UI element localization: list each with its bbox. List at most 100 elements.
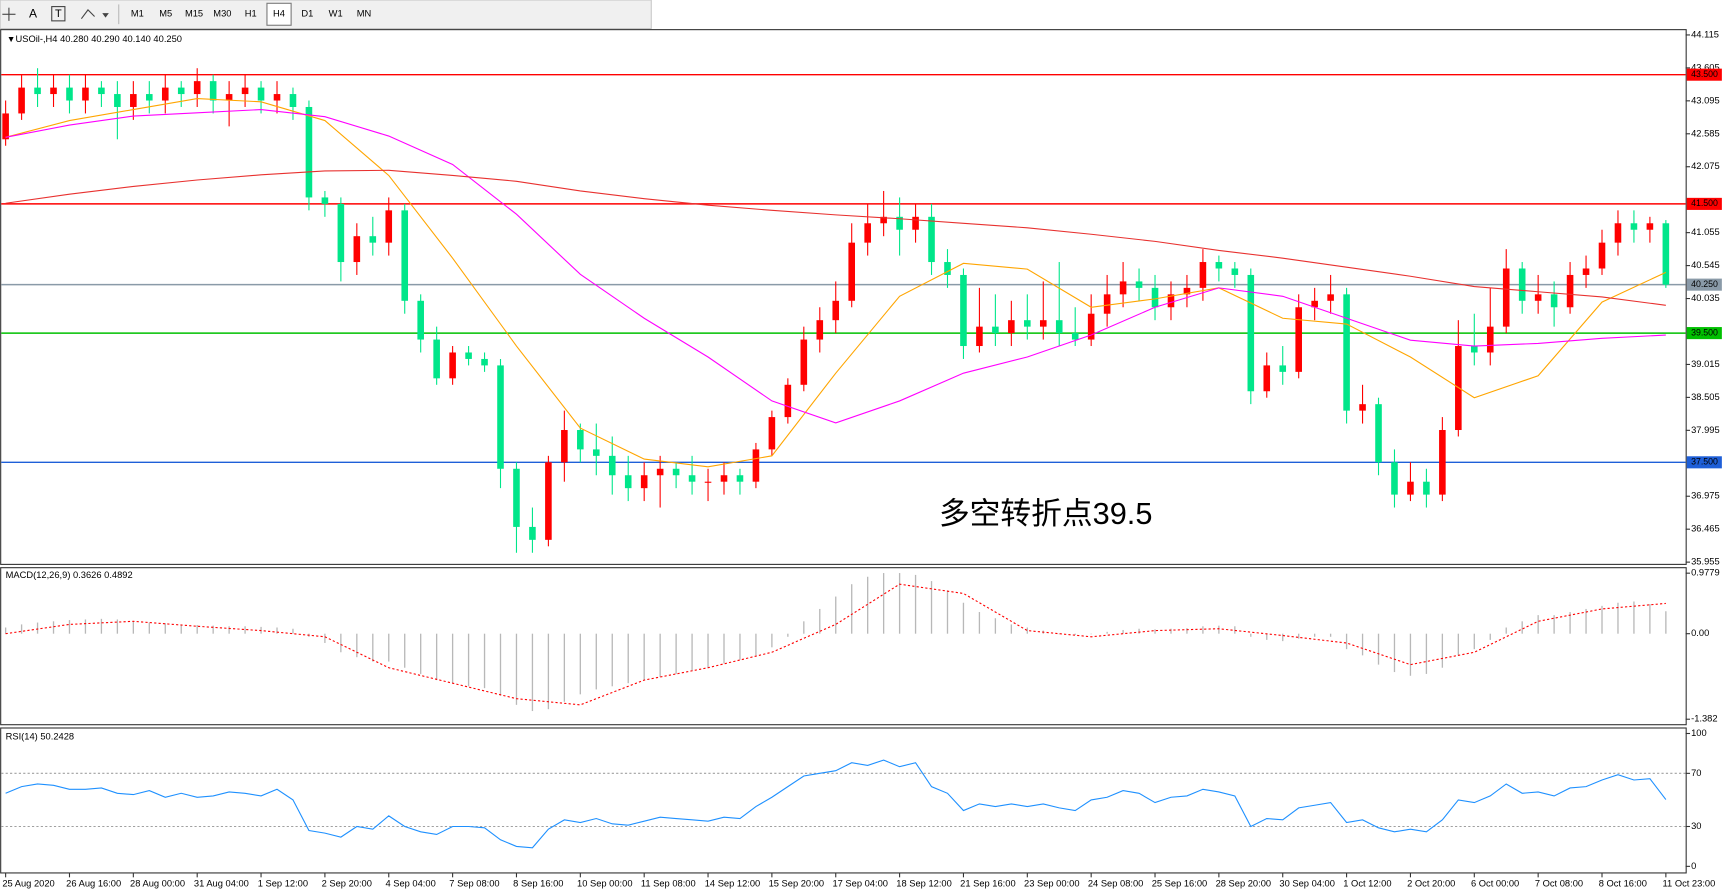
macd-bar	[1186, 628, 1188, 634]
x-tick-label: 2 Oct 20:00	[1407, 878, 1455, 888]
timeframe-button[interactable]: M1	[131, 9, 144, 19]
macd-bar	[611, 633, 613, 687]
macd-bar	[388, 633, 390, 662]
macd-bar	[1026, 627, 1028, 634]
y-tick-label: 38.505	[1691, 392, 1720, 402]
timeframe-button[interactable]: MN	[357, 9, 372, 19]
candle-body	[130, 94, 137, 107]
macd-bar	[164, 623, 166, 634]
crosshair-icon[interactable]	[2, 7, 16, 21]
macd-bar	[132, 621, 134, 634]
macd-bar	[803, 621, 805, 634]
candle-body	[1359, 404, 1366, 411]
candle-body	[177, 87, 185, 95]
candle-body	[545, 462, 552, 540]
candle-body	[401, 210, 409, 301]
macd-bar	[228, 626, 230, 634]
x-tick-label: 21 Sep 16:00	[960, 878, 1016, 888]
candle-body	[18, 87, 25, 114]
timeframe-button[interactable]: D1	[301, 9, 313, 19]
macd-bar	[292, 628, 294, 634]
candle-body	[928, 216, 935, 263]
macd-bar	[1106, 631, 1108, 634]
candle-body	[1167, 294, 1175, 308]
candle-body	[944, 262, 951, 275]
moving-average	[5, 169, 1666, 306]
macd-bar	[994, 618, 997, 634]
panel	[0, 29, 1687, 565]
timeframe-button[interactable]: W1	[329, 9, 343, 19]
candle-body	[305, 106, 313, 198]
macd-bar	[547, 633, 550, 710]
level-label-bg	[1686, 456, 1722, 469]
candle-body	[513, 468, 520, 527]
candle-body	[257, 87, 265, 101]
candle-body	[1486, 326, 1494, 353]
timeframe-button[interactable]: M15	[185, 9, 203, 19]
macd-bar	[1457, 633, 1459, 656]
candle-body	[1327, 294, 1334, 301]
macd-bar	[946, 590, 949, 634]
candle-body	[1439, 430, 1446, 495]
macd-bar	[196, 625, 198, 634]
candle-body	[481, 358, 488, 366]
x-tick-label: 25 Sep 16:00	[1152, 878, 1208, 888]
x-tick-label: 1 Oct 12:00	[1343, 878, 1391, 888]
candle-body	[1279, 365, 1287, 372]
tool-button[interactable]: T	[55, 8, 62, 20]
x-tick-label: 24 Sep 08:00	[1088, 878, 1144, 888]
text-tool-frame[interactable]	[51, 6, 66, 22]
level-label: 40.250	[1691, 279, 1718, 289]
candle-body	[577, 430, 584, 450]
shapes-icon[interactable]	[80, 9, 109, 19]
candle-body	[912, 216, 919, 230]
candle-body	[848, 242, 856, 301]
macd-bar	[340, 633, 342, 653]
macd-bar	[531, 633, 534, 712]
macd-bar	[1537, 615, 1539, 634]
macd-bar	[1250, 633, 1252, 637]
chart-title: USOil-,H4 40.280 40.290 40.140 40.250	[16, 34, 182, 44]
candle-body	[1151, 287, 1159, 308]
tool-button[interactable]: A	[29, 6, 38, 20]
x-tick-label: 6 Oct 00:00	[1471, 878, 1519, 888]
macd-bar	[20, 624, 23, 634]
macd-bar	[100, 618, 103, 634]
rsi-line	[5, 759, 1667, 849]
candle-body	[832, 300, 840, 321]
candle-body	[193, 81, 201, 95]
candle-body	[768, 417, 776, 450]
macd-bar	[1314, 633, 1316, 637]
macd-bar	[483, 633, 486, 689]
macd-bar	[1282, 633, 1284, 642]
y-tick-label: 40.035	[1691, 293, 1720, 303]
macd-bar	[595, 633, 597, 690]
macd-bar	[579, 633, 581, 695]
candle-body	[82, 87, 89, 101]
panel	[0, 727, 1687, 874]
timeframe-button[interactable]: M5	[159, 9, 172, 19]
level-label-bg	[1686, 68, 1722, 81]
macd-bar	[787, 633, 789, 637]
candle-body	[976, 326, 983, 347]
candle-body	[529, 526, 536, 540]
macd-bar	[404, 633, 406, 668]
x-tick-label: 26 Aug 16:00	[66, 878, 121, 888]
candle-body	[161, 87, 169, 101]
candle-body	[1375, 404, 1382, 463]
level-label: 43.500	[1691, 69, 1718, 79]
y-tick-label: 40.545	[1691, 260, 1720, 270]
candle-body	[1135, 281, 1143, 288]
macd-bar	[324, 633, 326, 643]
timeframe-button[interactable]: H4	[273, 9, 285, 19]
macd-bar	[244, 626, 246, 634]
macd-bar	[356, 633, 358, 658]
candle-body	[1024, 320, 1031, 327]
timeframe-button[interactable]: H1	[245, 9, 257, 19]
timeframe-button[interactable]: M30	[213, 9, 231, 19]
x-tick-label: 28 Sep 20:00	[1216, 878, 1272, 888]
macd-bar	[1393, 633, 1396, 673]
candle-body	[1055, 320, 1063, 334]
macd-bar	[116, 619, 119, 634]
candle-body	[1614, 223, 1622, 243]
